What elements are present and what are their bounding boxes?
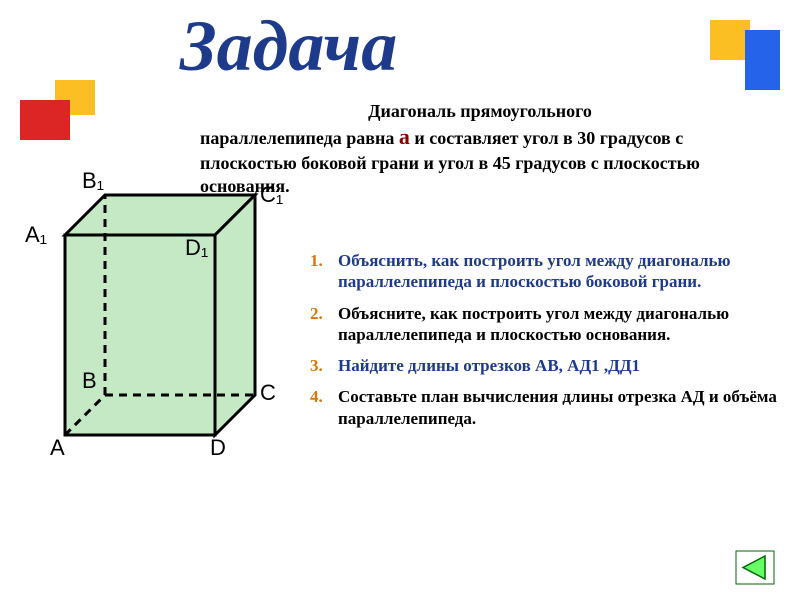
list-item: 1. Объяснить, как построить угол между д… bbox=[310, 250, 780, 293]
item-text: Найдите длины отрезков АВ, АД1 ,ДД1 bbox=[338, 355, 640, 376]
item-number: 3. bbox=[310, 355, 338, 376]
label-B1: B₁ bbox=[82, 168, 104, 193]
intro-a: a bbox=[399, 124, 410, 149]
label-C1: C₁ bbox=[260, 182, 283, 207]
page-title: Задача bbox=[180, 5, 397, 88]
intro-line2-pre: параллелепипеда равна bbox=[200, 128, 399, 148]
label-D1: D₁ bbox=[185, 235, 208, 260]
item-number: 1. bbox=[310, 250, 338, 293]
item-text: Объясните, как построить угол между диаг… bbox=[338, 303, 780, 346]
item-text: Составьте план вычисления длины отрезка … bbox=[338, 386, 780, 429]
list-item: 4. Составьте план вычисления длины отрез… bbox=[310, 386, 780, 429]
item-number: 2. bbox=[310, 303, 338, 346]
item-number: 4. bbox=[310, 386, 338, 429]
right-face bbox=[215, 195, 255, 435]
label-C: C bbox=[260, 380, 276, 405]
decor-red-left bbox=[20, 100, 70, 140]
label-D: D bbox=[210, 435, 226, 460]
item-text: Объяснить, как построить угол между диаг… bbox=[338, 250, 780, 293]
list-item: 3. Найдите длины отрезков АВ, АД1 ,ДД1 bbox=[310, 355, 780, 376]
task-list: 1. Объяснить, как построить угол между д… bbox=[310, 250, 780, 439]
list-item: 2. Объясните, как построить угол между д… bbox=[310, 303, 780, 346]
label-A: A bbox=[50, 435, 65, 460]
label-A1: A₁ bbox=[25, 222, 47, 247]
intro-line1: Диагональ прямоугольного bbox=[200, 100, 760, 123]
label-B: B bbox=[82, 368, 97, 393]
parallelepiped-diagram: A D B C A₁ B₁ C₁ D₁ bbox=[10, 160, 300, 470]
nav-back-button[interactable] bbox=[735, 550, 775, 585]
decor-yellow-top bbox=[710, 20, 750, 60]
front-face bbox=[65, 235, 215, 435]
decor-blue-top bbox=[745, 30, 780, 90]
